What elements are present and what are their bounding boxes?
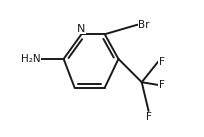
Text: F: F (146, 112, 152, 122)
Text: F: F (159, 80, 165, 90)
Text: H₂N: H₂N (21, 54, 40, 64)
Text: Br: Br (138, 20, 150, 30)
Text: F: F (159, 57, 165, 67)
Text: N: N (77, 24, 86, 34)
